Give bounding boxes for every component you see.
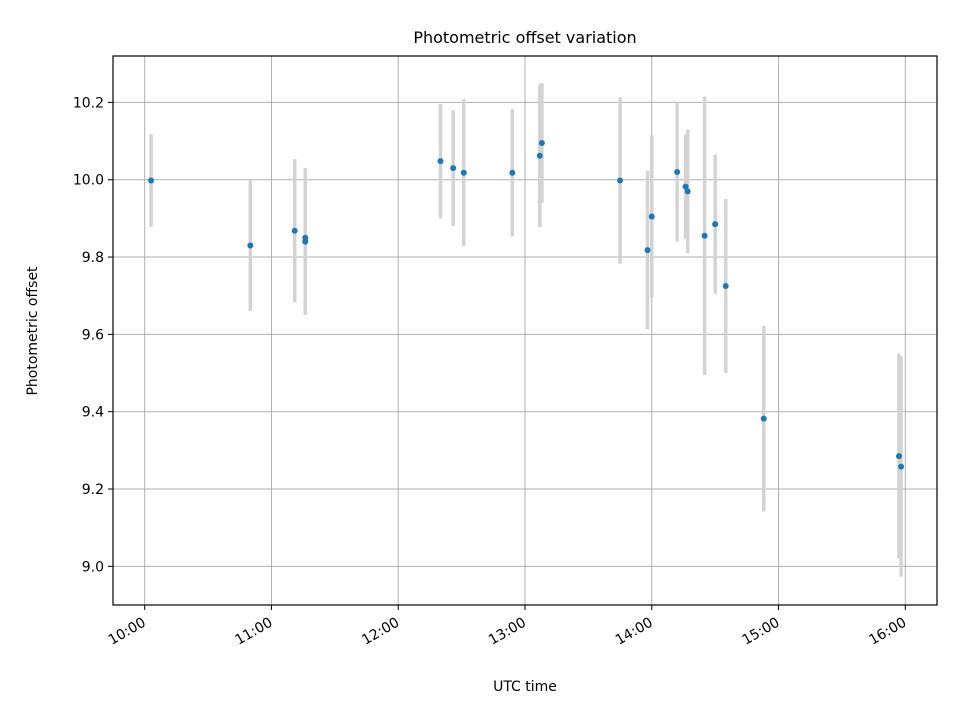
x-tick-label: 16:00 xyxy=(866,615,909,649)
data-point xyxy=(450,165,457,172)
data-point xyxy=(536,152,543,159)
y-tick-label: 9.6 xyxy=(82,327,104,343)
y-tick-label: 10.0 xyxy=(73,173,104,189)
x-axis-label: UTC time xyxy=(493,679,557,695)
data-point xyxy=(644,247,651,254)
data-point xyxy=(674,168,681,175)
data-point xyxy=(148,177,155,184)
y-tick-label: 9.8 xyxy=(82,250,104,266)
data-point xyxy=(895,453,902,460)
x-tick-label: 10:00 xyxy=(106,615,149,649)
data-point xyxy=(684,188,691,195)
data-point xyxy=(701,232,708,239)
data-point xyxy=(722,283,729,290)
grid xyxy=(113,56,937,605)
data-point xyxy=(538,139,545,146)
y-axis-label: Photometric offset xyxy=(25,266,41,396)
y-tick-label: 9.0 xyxy=(82,559,104,575)
x-tick-label: 15:00 xyxy=(740,615,783,649)
data-point xyxy=(682,183,689,190)
x-axis-ticks: 10:00 11:00 12:00 13:00 14:00 15:00 16:00 xyxy=(106,605,909,649)
data-point xyxy=(509,169,516,176)
x-tick-label: 13:00 xyxy=(486,615,529,649)
y-tick-label: 9.4 xyxy=(82,405,104,421)
y-tick-label: 9.2 xyxy=(82,482,104,498)
x-tick-label: 12:00 xyxy=(359,615,402,649)
data-point xyxy=(291,227,298,234)
y-tick-label: 10.2 xyxy=(73,95,104,111)
data-points xyxy=(148,139,905,470)
data-point xyxy=(437,158,444,165)
error-bars xyxy=(149,83,903,577)
x-tick-label: 14:00 xyxy=(613,615,656,649)
data-point xyxy=(648,213,655,220)
data-point xyxy=(460,169,467,176)
data-point xyxy=(898,463,905,470)
x-tick-label: 11:00 xyxy=(233,615,276,649)
data-point xyxy=(302,238,309,245)
data-point xyxy=(760,415,767,422)
y-axis-ticks: 9.0 9.2 9.4 9.6 9.8 10.0 10.2 xyxy=(73,95,113,575)
chart-title: Photometric offset variation xyxy=(413,28,636,47)
data-point xyxy=(247,242,254,249)
data-point xyxy=(617,177,624,184)
data-point xyxy=(712,221,719,228)
